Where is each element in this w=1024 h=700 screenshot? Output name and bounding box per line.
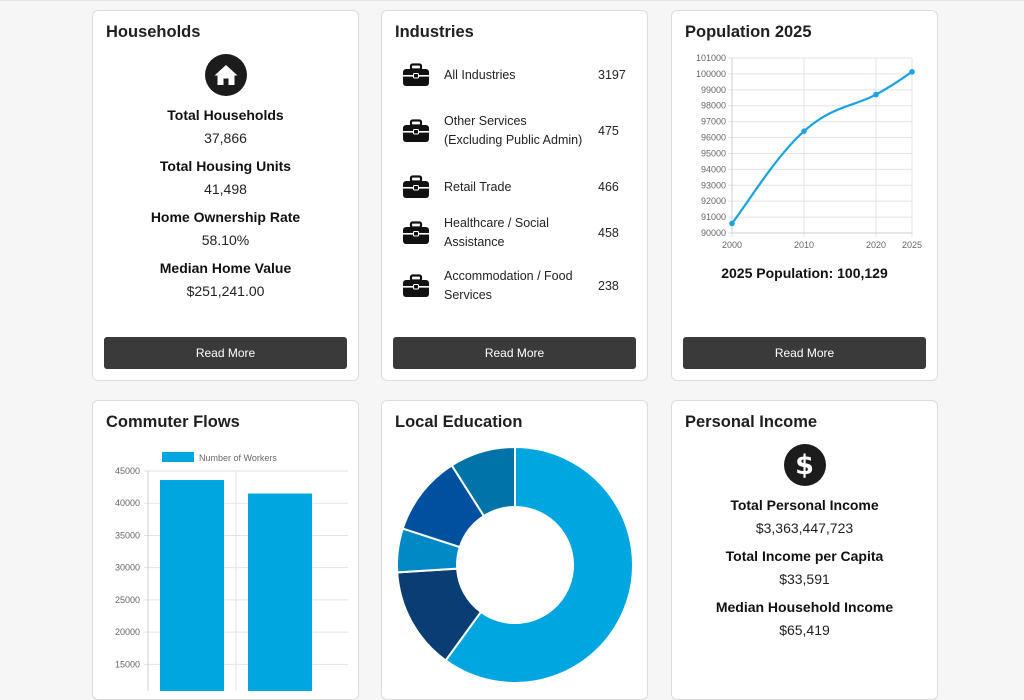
households-read-more-button[interactable]: Read More: [104, 337, 347, 369]
data-point: [873, 91, 879, 98]
commuter-bar-chart: Number of Workers50001000015000200002500…: [115, 452, 348, 691]
y-tick-label: 90000: [701, 228, 726, 238]
stat-value: 37,866: [204, 130, 247, 146]
industries-title: Industries: [395, 23, 474, 41]
stat-label: Median Home Value: [159, 260, 292, 276]
briefcase-icon: [403, 274, 429, 297]
data-point: [909, 69, 915, 75]
population-caption: 2025 Population: 100,129: [721, 265, 888, 281]
data-point: [729, 220, 735, 227]
stat-label: Total Households: [167, 107, 284, 123]
top-divider: [0, 0, 1024, 1]
stat-value: 58.10%: [201, 232, 250, 248]
stat-label: Total Personal Income: [730, 497, 879, 513]
education-title: Local Education: [395, 413, 523, 431]
stat-value: $251,241.00: [186, 283, 265, 299]
y-tick-label: 96000: [701, 133, 726, 143]
legend-swatch: [162, 452, 194, 462]
education-donut-chart: [396, 445, 634, 684]
y-tick-label: 25000: [115, 595, 140, 605]
data-point: [801, 128, 807, 134]
education-card: Local Education: [381, 400, 648, 700]
stat-value: 41,498: [204, 181, 247, 197]
y-tick-label: 30000: [115, 563, 140, 573]
y-tick-label: 20000: [115, 627, 140, 637]
donut-slice: [444, 445, 634, 684]
households-card: Households Total Households 37,866 Total…: [92, 10, 359, 381]
income-card: Personal Income $ Total Personal Income …: [671, 400, 938, 700]
population-line: [731, 70, 913, 225]
y-tick-label: 98000: [701, 101, 726, 111]
y-tick-label: 100000: [696, 69, 726, 79]
y-tick-label: 101000: [696, 53, 726, 63]
stat-total-personal-income: Total Personal Income $3,363,447,723: [672, 496, 937, 547]
y-tick-label: 94000: [701, 164, 726, 174]
y-tick-label: 97000: [701, 117, 726, 127]
y-tick-label: 45000: [115, 466, 140, 476]
stat-label: Total Income per Capita: [725, 548, 884, 564]
households-title: Households: [106, 23, 201, 41]
y-tick-label: 35000: [115, 530, 140, 540]
briefcase-icon: [403, 63, 429, 86]
y-tick-label: 15000: [115, 659, 140, 669]
households-stats: Total Households 37,866 Total Housing Un…: [93, 106, 358, 310]
industry-count: 475: [598, 123, 619, 138]
legend-label: Number of Workers: [199, 453, 277, 463]
x-tick-label: 2020: [866, 240, 886, 250]
stat-income-per-capita: Total Income per Capita $33,591: [672, 547, 937, 598]
y-tick-label: 95000: [701, 148, 726, 158]
industry-row-accommodation: Accommodation / Food Services 238: [402, 267, 637, 305]
population-card: Population 2025 90000 91000 92000 93000 9400…: [671, 10, 938, 381]
commuter-title: Commuter Flows: [106, 413, 240, 431]
industry-row-other-services: Other Services (Excluding Public Admin) …: [402, 102, 637, 159]
stat-label: Median Household Income: [715, 599, 894, 615]
y-tick-label: 91000: [701, 212, 726, 222]
stat-median-household-income: Median Household Income $65,419: [672, 598, 937, 649]
population-title: Population 2025: [685, 23, 812, 41]
industry-row-all: All Industries 3197: [402, 63, 637, 86]
dollar-icon: $: [783, 444, 826, 486]
commuter-card: Commuter Flows Number of Workers50001000…: [92, 400, 359, 700]
stat-value: $3,363,447,723: [755, 520, 854, 536]
briefcase-icon: [403, 118, 429, 142]
income-stats: Total Personal Income $3,363,447,723 Tot…: [672, 496, 937, 649]
industries-card: Industries All Industries 3197 Other Ser…: [381, 10, 648, 381]
stat-value: $33,591: [779, 571, 830, 587]
y-tick-label: 99000: [701, 85, 726, 95]
industries-read-more-button[interactable]: Read More: [393, 337, 636, 369]
industry-count: 238: [598, 279, 619, 293]
industry-label: Other Services (Excluding Public Admin): [444, 113, 583, 147]
industry-count: 3197: [598, 68, 626, 82]
industry-row-healthcare: Healthcare / Social Assistance 458: [402, 214, 637, 252]
house-icon: [204, 54, 247, 96]
stat-total-housing-units: Total Housing Units 41,498: [93, 157, 358, 208]
industry-label: Retail Trade: [444, 179, 512, 194]
industry-count: 458: [598, 226, 619, 240]
bar: [248, 493, 312, 691]
stat-value: $65,419: [779, 622, 830, 638]
stat-total-households: Total Households 37,866: [93, 106, 358, 157]
stat-label: Total Housing Units: [159, 158, 292, 174]
stat-median-home-value: Median Home Value $251,241.00: [93, 259, 358, 310]
y-tick-label: 93000: [701, 180, 726, 190]
income-title: Personal Income: [685, 413, 818, 431]
stat-label: Home Ownership Rate: [150, 209, 301, 225]
industry-label: Healthcare / Social Assistance: [444, 216, 549, 249]
industry-count: 466: [598, 180, 619, 194]
population-line-chart: 90000 91000 92000 93000 94000 95000 96000 97000…: [696, 53, 922, 250]
stat-home-ownership-rate: Home Ownership Rate 58.10%: [93, 208, 358, 259]
x-tick-label: 2000: [722, 240, 742, 250]
industry-label: All Industries: [444, 67, 516, 82]
briefcase-icon: [403, 221, 429, 244]
y-tick-label: 40000: [115, 498, 140, 508]
x-tick-label: 2010: [794, 240, 814, 250]
y-tick-label: 92000: [701, 196, 726, 206]
population-read-more-button[interactable]: Read More: [683, 337, 926, 369]
donut-slice: [450, 445, 516, 518]
industry-label: Accommodation / Food Services: [444, 269, 573, 302]
briefcase-icon: [403, 175, 429, 198]
industry-row-retail-trade: Retail Trade 466: [402, 175, 637, 198]
bar: [160, 480, 224, 691]
x-tick-label: 2025: [902, 240, 922, 250]
